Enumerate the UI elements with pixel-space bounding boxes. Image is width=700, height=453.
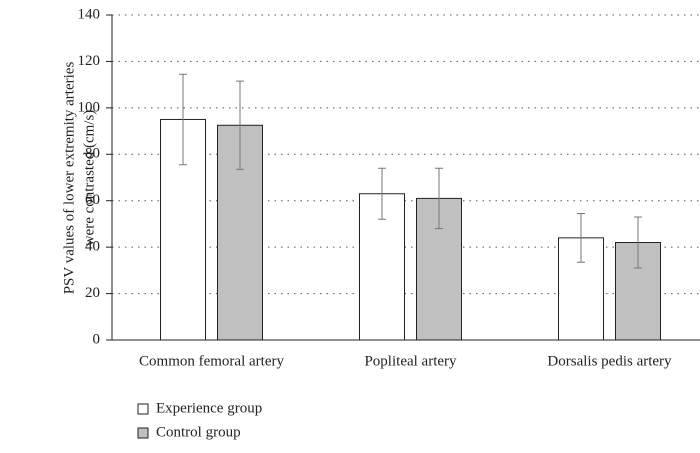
y-tick-label: 120 [78,53,101,69]
legend-swatch [137,427,149,439]
legend-label: Experience group [156,400,262,416]
error-bar [435,167,443,230]
y-tick-label: 0 [93,331,101,347]
error-bar [378,167,386,220]
error-bar [634,216,642,269]
legend-swatch [137,403,149,415]
y-tick-label: 140 [78,6,101,22]
error-bar [577,212,585,263]
x-tick-label: Popliteal artery [364,353,457,369]
y-tick-label: 40 [85,239,100,255]
y-tick-label: 100 [78,99,101,115]
x-tick-label: Dorsalis pedis artery [547,353,672,369]
y-axis-label: were contrasted (cm/s) [81,110,97,247]
y-axis-label: PSV values of lower extremity arteries [61,62,77,295]
x-tick-label: Common femoral artery [139,353,284,369]
y-tick-label: 80 [85,146,100,162]
y-tick-label: 60 [85,192,100,208]
error-bar [179,73,187,166]
legend-label: Control group [156,424,241,440]
error-bar [236,80,244,170]
y-tick-label: 20 [85,285,100,301]
